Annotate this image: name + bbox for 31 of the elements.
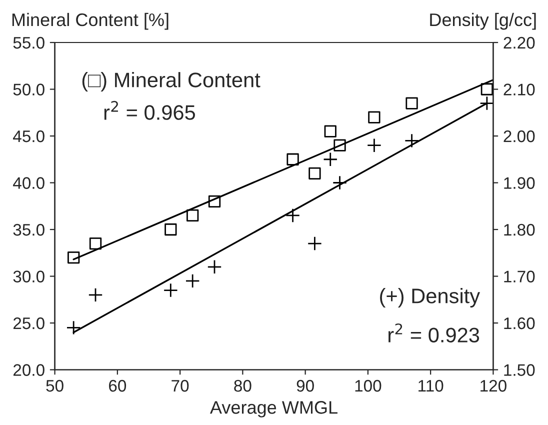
y-tick-label: 50.0 bbox=[13, 84, 44, 96]
x-tick-label: 110 bbox=[418, 380, 444, 392]
annotation: r$^{2}$ = 0.965 bbox=[104, 100, 196, 120]
x-tick-label: 100 bbox=[355, 380, 382, 392]
y-axis-title: Mineral Content [%] bbox=[12, 12, 168, 30]
annotation: (□) Mineral Content bbox=[82, 72, 260, 92]
y2-tick-label: 1.60 bbox=[504, 317, 535, 330]
y2-tick-label: 1.70 bbox=[504, 270, 535, 282]
y-tick-label: 45.0 bbox=[13, 130, 44, 142]
x-tick-label: 90 bbox=[296, 380, 314, 392]
annotation: r$^{2}$ = 0.923 bbox=[388, 323, 480, 342]
x-tick-label: 120 bbox=[480, 380, 506, 392]
y2-axis-title: Density [g/cc] bbox=[430, 12, 536, 30]
x-tick-label: 50 bbox=[46, 380, 64, 392]
x-tick-label: 80 bbox=[234, 380, 252, 392]
y-tick-label: 20.0 bbox=[13, 364, 44, 376]
y2-tick-label: 2.10 bbox=[504, 84, 535, 96]
annotation: (+) Density bbox=[380, 288, 480, 308]
y-tick-label: 30.0 bbox=[13, 270, 44, 282]
y-tick-label: 35.0 bbox=[13, 224, 44, 236]
y2-tick-label: 1.90 bbox=[504, 177, 535, 189]
y-tick-label: 25.0 bbox=[13, 317, 44, 330]
y-tick-label: 55.0 bbox=[13, 36, 44, 49]
y2-tick-label: 1.50 bbox=[504, 364, 535, 376]
x-tick-label: 60 bbox=[109, 380, 126, 392]
y-tick-label: 40.0 bbox=[13, 177, 44, 189]
x-axis-title: Average WMGL bbox=[210, 401, 338, 418]
y2-tick-label: 1.80 bbox=[504, 224, 535, 236]
x-tick-label: 70 bbox=[172, 380, 189, 392]
y2-tick-label: 2.00 bbox=[504, 130, 535, 142]
y2-tick-label: 2.20 bbox=[504, 36, 535, 49]
